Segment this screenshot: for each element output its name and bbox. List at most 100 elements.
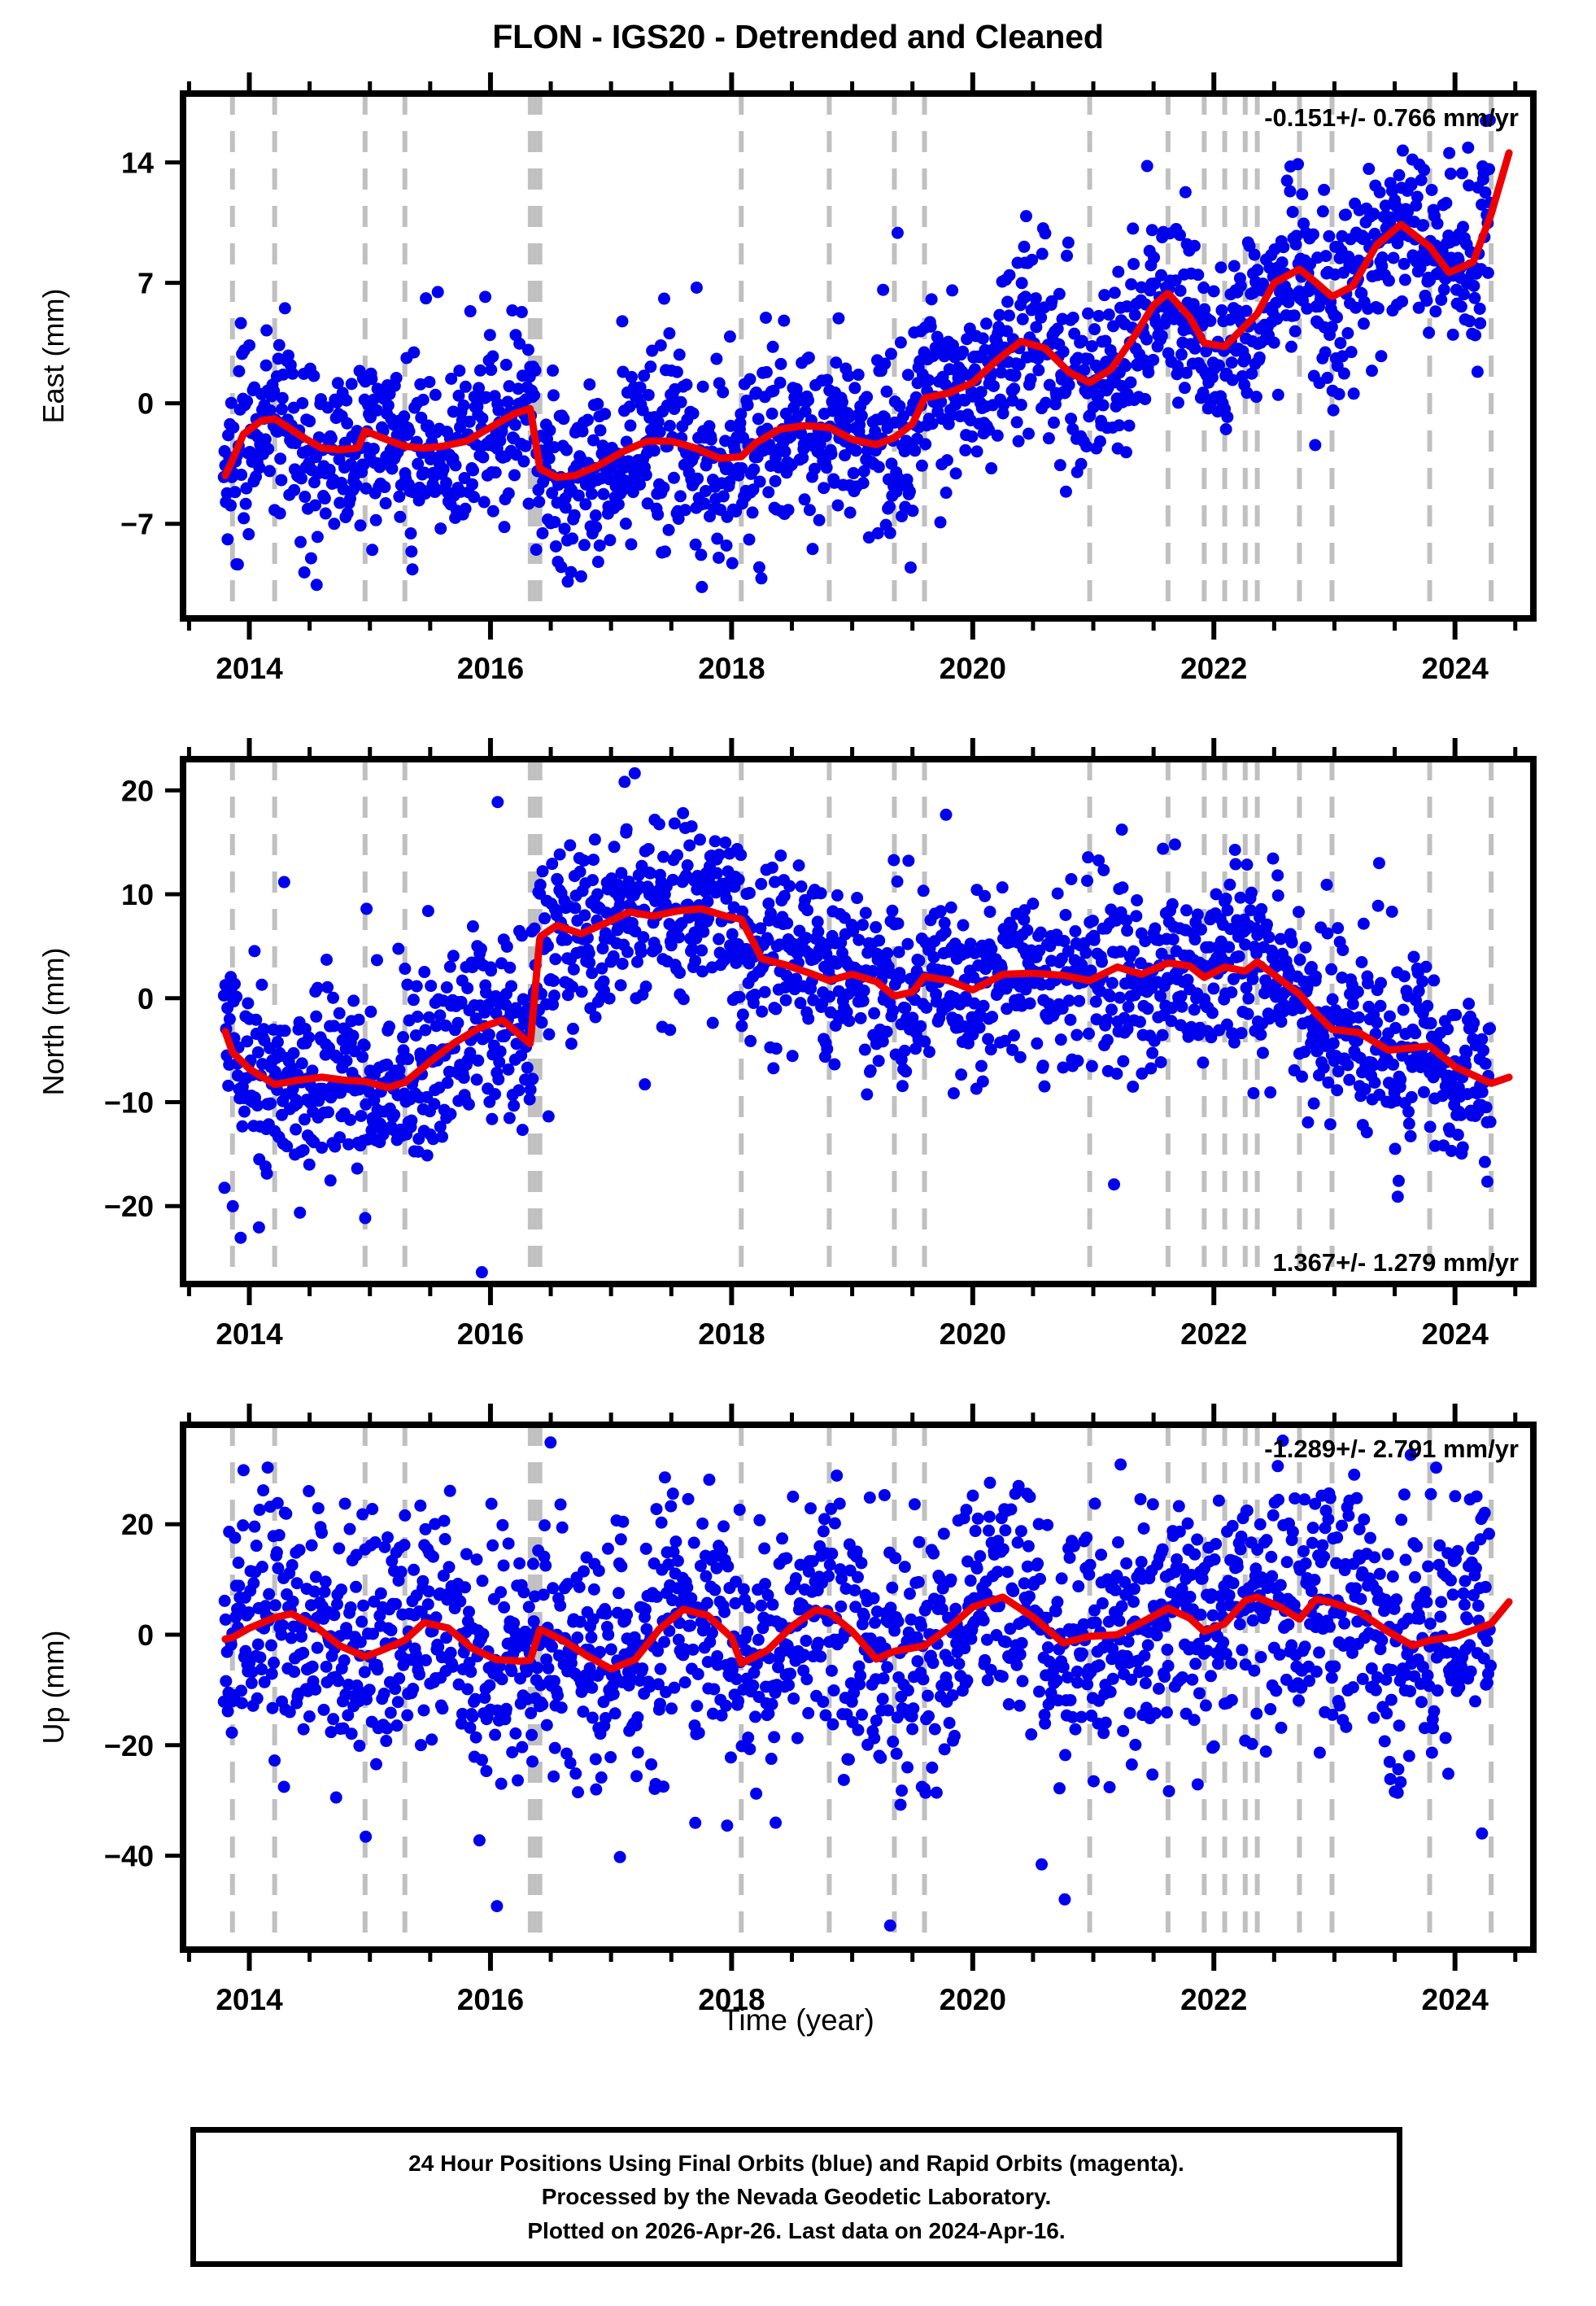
data-point: [331, 1598, 344, 1611]
data-point: [787, 1692, 800, 1705]
data-point: [583, 1662, 596, 1675]
data-point: [499, 358, 512, 371]
data-point: [1015, 1636, 1028, 1649]
data-point: [1327, 404, 1340, 417]
data-point: [1402, 205, 1415, 218]
data-point: [979, 317, 992, 330]
data-point: [653, 1697, 666, 1710]
data-point: [297, 1646, 310, 1659]
data-point: [233, 1579, 246, 1592]
data-point: [986, 1011, 999, 1024]
data-point: [451, 1016, 464, 1029]
data-point: [1079, 946, 1092, 959]
data-point: [422, 1585, 435, 1598]
data-point: [1179, 186, 1192, 199]
data-point: [491, 796, 504, 809]
data-point: [221, 1705, 234, 1718]
data-point: [898, 1561, 911, 1574]
data-point: [1154, 1055, 1167, 1068]
data-point: [1289, 325, 1302, 338]
data-point: [416, 1574, 430, 1588]
data-point: [1267, 336, 1280, 349]
data-point: [572, 489, 585, 502]
data-point: [1402, 1105, 1415, 1118]
data-point: [719, 1699, 732, 1712]
data-point: [1093, 435, 1106, 448]
data-point: [1014, 1648, 1027, 1661]
x-tick-label: 2024: [1422, 652, 1489, 684]
data-point: [678, 504, 691, 517]
data-point: [221, 533, 234, 546]
data-point: [864, 1632, 877, 1645]
data-point: [657, 1780, 670, 1793]
data-point: [1307, 1097, 1320, 1110]
data-point: [654, 338, 667, 352]
data-point: [681, 1581, 694, 1594]
data-point: [896, 1784, 909, 1797]
data-point: [1008, 382, 1021, 395]
data-point: [323, 463, 336, 476]
data-point: [509, 1727, 522, 1740]
data-point: [1371, 302, 1385, 315]
data-point: [344, 1113, 357, 1126]
data-point: [384, 1706, 397, 1719]
data-point: [979, 889, 992, 902]
data-point: [831, 889, 844, 902]
data-point: [316, 1142, 329, 1154]
data-point: [401, 978, 414, 991]
data-point: [462, 1098, 475, 1111]
data-point: [422, 1011, 435, 1024]
data-point: [801, 904, 814, 917]
data-point: [403, 425, 416, 438]
data-point: [1483, 114, 1496, 127]
data-point: [223, 1012, 236, 1025]
data-point: [327, 991, 340, 1004]
data-point: [277, 876, 290, 889]
data-point: [1127, 1596, 1140, 1609]
data-point: [460, 1548, 473, 1561]
data-point: [542, 940, 554, 953]
data-point: [843, 1015, 856, 1028]
data-point: [715, 1709, 728, 1722]
data-point: [1171, 360, 1184, 373]
data-point: [464, 1046, 477, 1059]
data-point: [1460, 1046, 1473, 1059]
data-point: [722, 1560, 735, 1573]
data-point: [657, 292, 670, 305]
data-point: [1053, 1782, 1066, 1795]
data-point: [350, 479, 363, 492]
data-point: [695, 548, 708, 561]
data-point: [816, 998, 828, 1011]
data-point: [277, 1780, 290, 1793]
data-point: [953, 1657, 966, 1671]
data-point: [1012, 1479, 1025, 1492]
data-point: [672, 513, 685, 526]
data-point: [533, 496, 546, 509]
data-point: [607, 1688, 620, 1701]
data-point: [425, 1733, 438, 1746]
data-point: [934, 516, 947, 529]
data-point: [667, 1545, 680, 1558]
data-point: [896, 1080, 909, 1093]
data-point: [665, 1702, 678, 1715]
data-point: [546, 1640, 558, 1653]
data-point: [1416, 975, 1429, 988]
data-point: [306, 1660, 319, 1673]
data-point: [483, 329, 496, 342]
data-point: [706, 1016, 719, 1029]
data-point: [1073, 994, 1086, 1007]
data-point: [689, 538, 702, 551]
data-point: [877, 1672, 890, 1685]
data-point: [766, 1598, 779, 1611]
data-point: [456, 1707, 469, 1720]
data-point: [473, 364, 486, 377]
data-point: [611, 1606, 624, 1619]
data-point: [615, 867, 628, 880]
data-point: [931, 330, 944, 343]
data-point: [530, 544, 543, 557]
data-point: [1023, 1491, 1036, 1504]
data-point: [311, 981, 324, 994]
data-point: [505, 1665, 518, 1678]
data-point: [399, 963, 412, 976]
